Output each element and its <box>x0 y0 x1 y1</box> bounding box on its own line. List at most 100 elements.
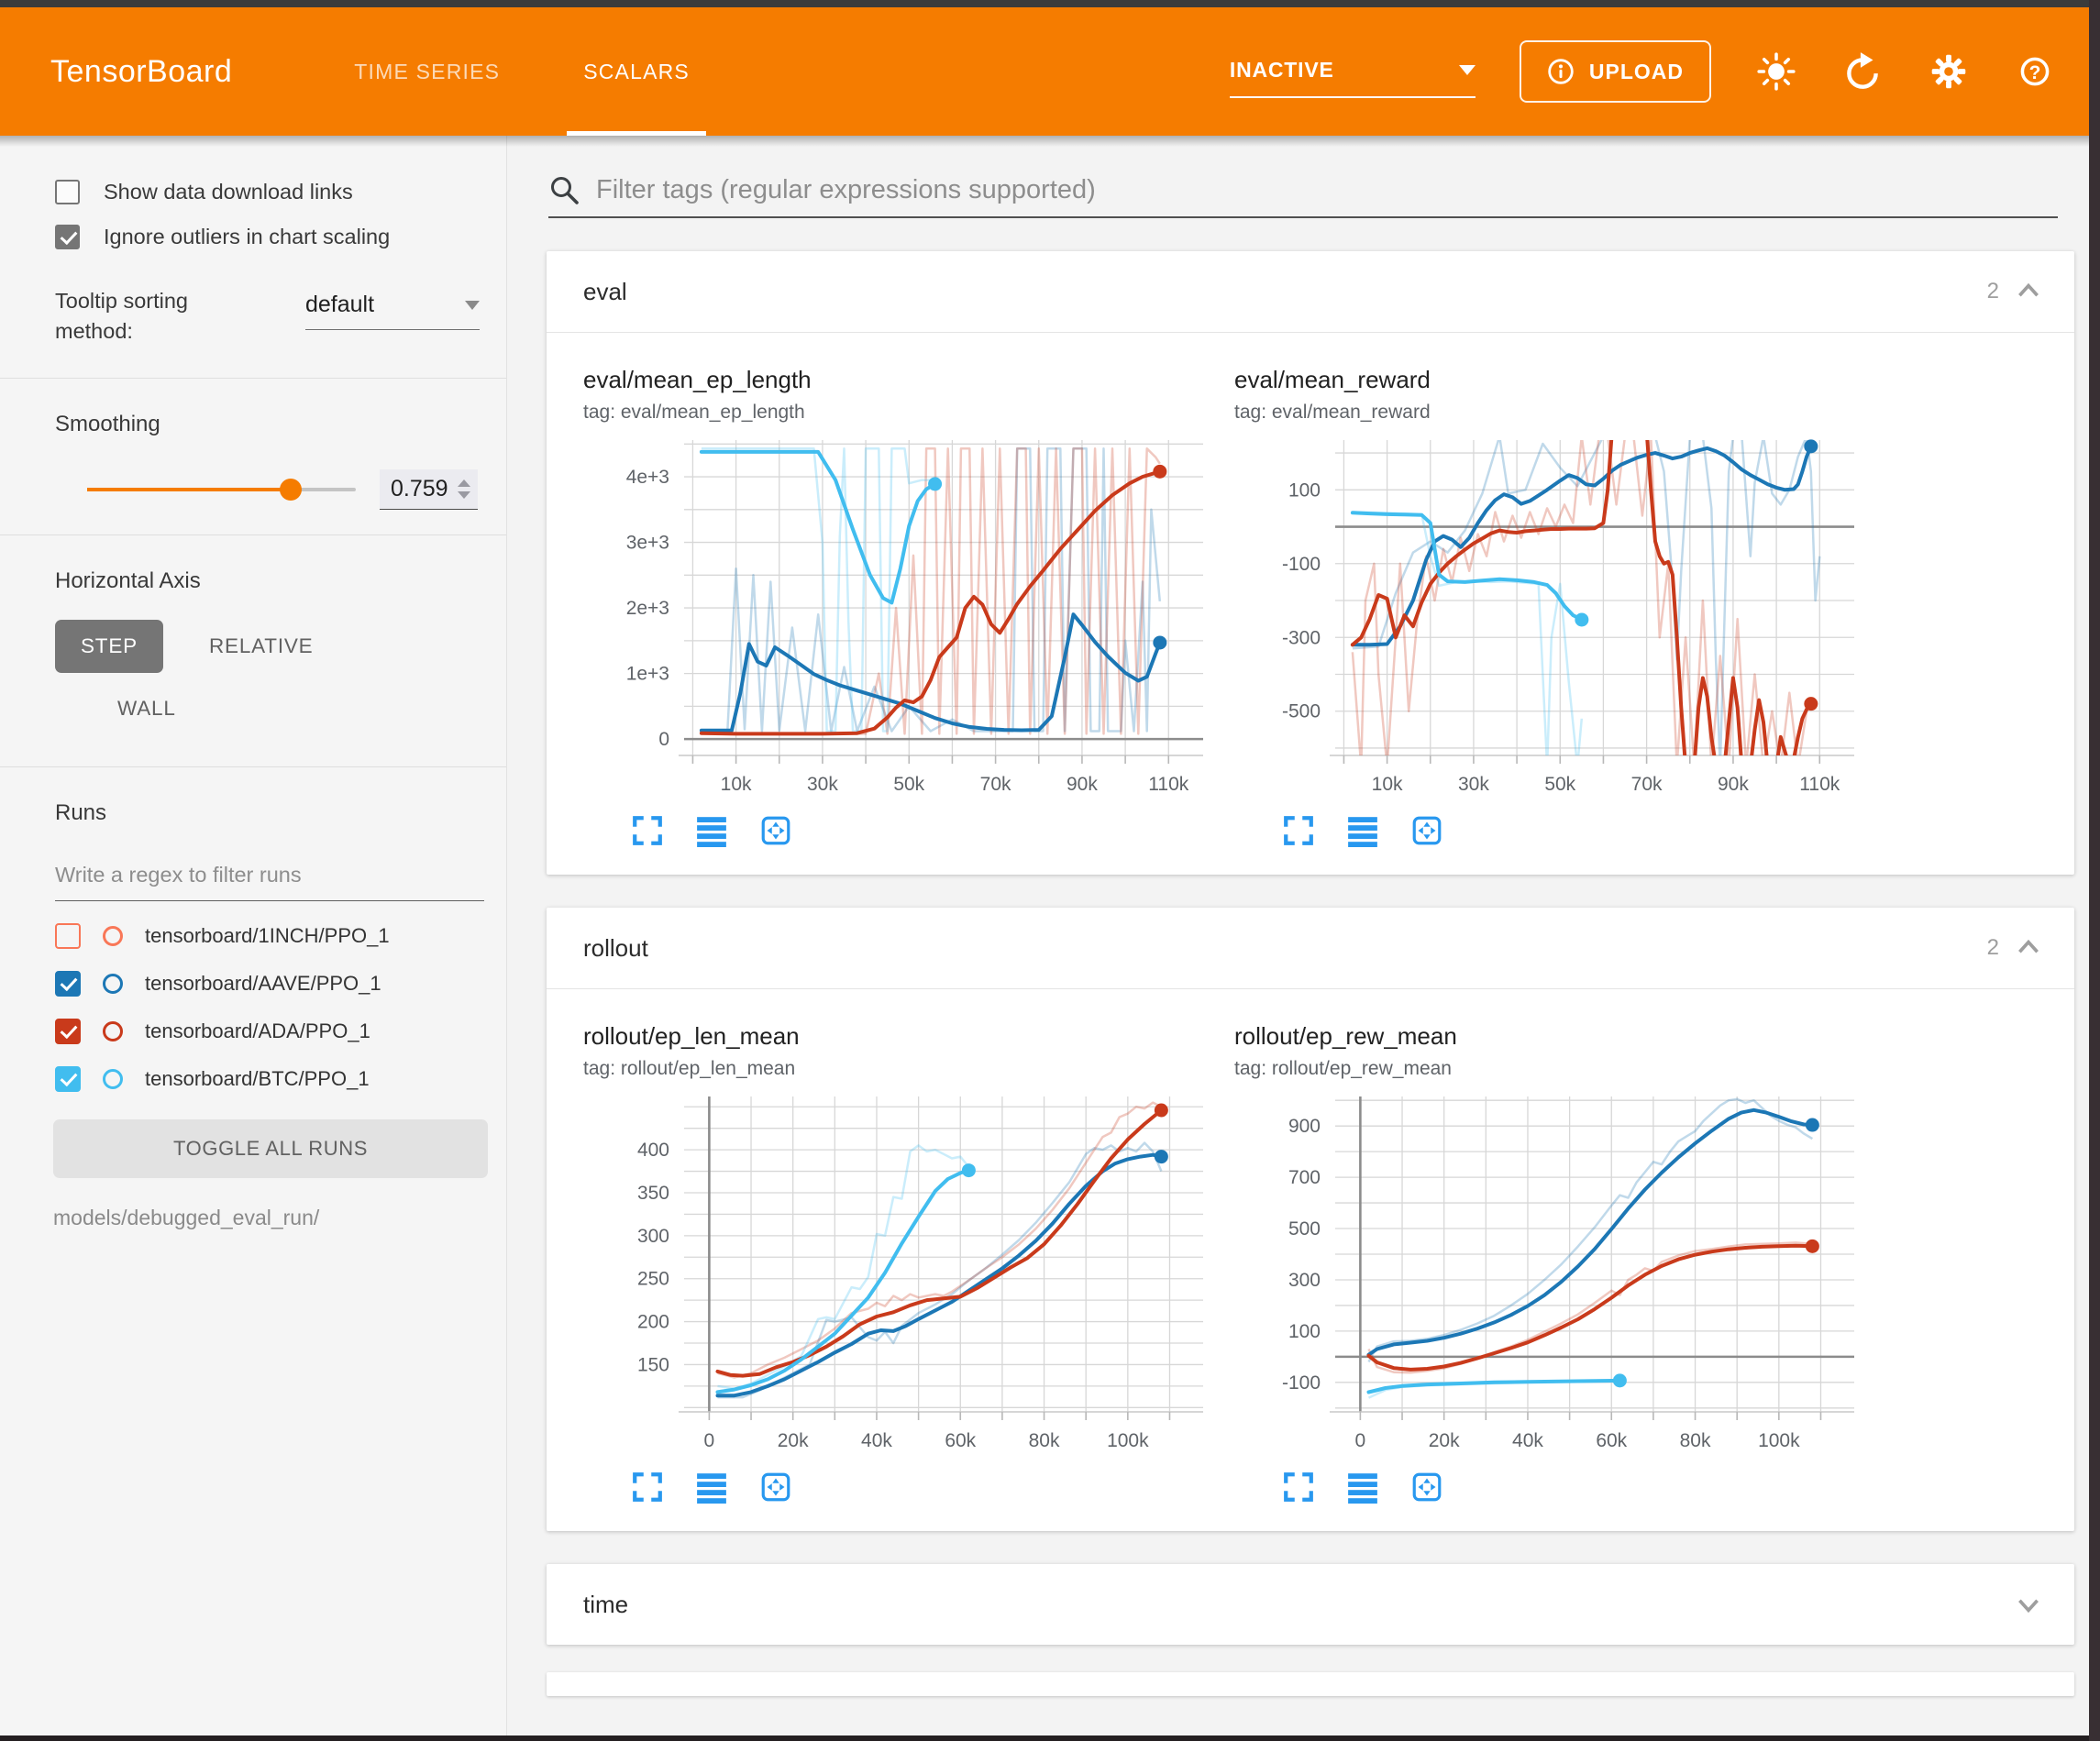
toggle-all-runs-button[interactable]: TOGGLE ALL RUNS <box>53 1118 488 1178</box>
axis-step-button[interactable]: STEP <box>55 619 163 673</box>
svg-text:50k: 50k <box>1544 774 1575 795</box>
divider <box>547 988 2074 989</box>
pan-zoom-icon[interactable] <box>1410 1471 1443 1504</box>
chart-card-ep-len-mean: rollout/ep_len_mean tag: rollout/ep_len_… <box>583 1022 1230 1531</box>
refresh-icon[interactable] <box>1841 50 1884 93</box>
slider-fill <box>87 487 291 491</box>
app-header: TensorBoard TIME SERIES SCALARS INACTIVE… <box>0 7 2100 136</box>
show-download-links-toggle[interactable]: Show data download links <box>55 180 506 204</box>
runs-label: Runs <box>55 799 107 825</box>
run-color-circle-icon[interactable] <box>103 1020 123 1041</box>
scrollbar[interactable] <box>2089 0 2100 1741</box>
run-checkbox-icon[interactable] <box>55 1065 81 1092</box>
ignore-outliers-toggle[interactable]: Ignore outliers in chart scaling <box>55 225 506 249</box>
collapse-chevron-icon[interactable] <box>2014 277 2043 306</box>
run-label: tensorboard/1INCH/PPO_1 <box>145 923 390 947</box>
chart-card-mean-ep-length: eval/mean_ep_length tag: eval/mean_ep_le… <box>583 366 1230 875</box>
tag-filter-bar <box>548 174 2058 218</box>
data-table-icon[interactable] <box>1346 1471 1379 1504</box>
help-icon[interactable]: ? <box>2014 50 2056 93</box>
svg-text:900: 900 <box>1288 1116 1321 1137</box>
settings-icon[interactable] <box>1928 50 1970 93</box>
chart-title: eval/mean_reward <box>1234 366 1431 393</box>
run-checkbox-icon[interactable] <box>55 970 81 997</box>
chart-title: rollout/ep_len_mean <box>583 1022 800 1050</box>
tooltip-sorting-value: default <box>305 292 375 317</box>
pan-zoom-icon[interactable] <box>1410 814 1443 847</box>
chart-plot[interactable]: 0 20k 40k 60k 80k 100k -100 100 300 500 700 900 <box>1234 1089 1881 1467</box>
chart-plot[interactable]: 10k 30k 50k 70k 90k 110k 0 1e+3 2e+3 3e+3 4e+3 <box>583 433 1230 810</box>
chart-plot[interactable]: 10k 30k 50k 70k 90k 110k 100 -100 -300 -500 <box>1234 433 1881 810</box>
section-title: eval <box>583 277 627 305</box>
svg-text:500: 500 <box>1288 1218 1321 1240</box>
svg-text:300: 300 <box>637 1226 669 1247</box>
pan-zoom-icon[interactable] <box>759 1471 792 1504</box>
chart-tag: tag: rollout/ep_rew_mean <box>1234 1058 1452 1079</box>
tab-scalars[interactable]: SCALARS <box>567 7 706 136</box>
svg-text:80k: 80k <box>1029 1430 1060 1451</box>
expand-chevron-icon[interactable] <box>2014 1590 2043 1619</box>
charts-row: rollout/ep_len_mean tag: rollout/ep_len_… <box>547 989 2074 1531</box>
divider <box>0 534 506 535</box>
expand-chart-icon[interactable] <box>631 1471 664 1504</box>
pan-zoom-icon[interactable] <box>759 814 792 847</box>
run-checkbox-icon[interactable] <box>55 922 81 949</box>
tab-time-series[interactable]: TIME SERIES <box>354 59 501 83</box>
run-row-1inch[interactable]: tensorboard/1INCH/PPO_1 <box>55 922 506 949</box>
stepper-icon[interactable] <box>457 479 470 499</box>
run-row-ada[interactable]: tensorboard/ADA/PPO_1 <box>55 1018 506 1044</box>
window-bottom-frame <box>0 1735 2100 1741</box>
runs-filter-input[interactable] <box>55 853 484 901</box>
run-color-circle-icon[interactable] <box>103 925 123 946</box>
status-dropdown[interactable]: INACTIVE <box>1229 58 1476 98</box>
tag-filter-input[interactable] <box>596 174 2058 205</box>
section-time-header[interactable]: time <box>547 1564 2074 1645</box>
main-content: eval 2 eval/mean_ep_length tag: eval/mea… <box>508 136 2089 1735</box>
chart-card-ep-rew-mean: rollout/ep_rew_mean tag: rollout/ep_rew_… <box>1234 1022 1881 1531</box>
svg-text:400: 400 <box>637 1140 669 1161</box>
axis-mode-buttons: STEP RELATIVE <box>55 619 506 673</box>
tooltip-sorting-select[interactable]: default <box>305 292 480 330</box>
chart-tag: tag: eval/mean_ep_length <box>583 402 805 423</box>
axis-wall-button[interactable]: WALL <box>92 682 202 735</box>
svg-text:60k: 60k <box>1596 1430 1627 1451</box>
data-table-icon[interactable] <box>695 1471 728 1504</box>
smoothing-slider[interactable] <box>87 478 356 501</box>
run-color-circle-icon[interactable] <box>103 1068 123 1089</box>
expand-chart-icon[interactable] <box>1282 814 1315 847</box>
svg-text:60k: 60k <box>945 1430 976 1451</box>
slider-thumb[interactable] <box>279 478 302 501</box>
brightness-icon[interactable] <box>1755 50 1797 93</box>
collapse-chevron-icon[interactable] <box>2014 933 2043 963</box>
upload-button[interactable]: UPLOAD <box>1519 40 1711 103</box>
section-rollout-header[interactable]: rollout 2 <box>547 908 2074 988</box>
chart-actions <box>1234 1467 1881 1531</box>
svg-text:700: 700 <box>1288 1167 1321 1188</box>
checkbox-icon[interactable] <box>55 225 80 249</box>
run-row-btc[interactable]: tensorboard/BTC/PPO_1 <box>55 1065 506 1092</box>
section-title: rollout <box>583 933 648 962</box>
run-row-aave[interactable]: tensorboard/AAVE/PPO_1 <box>55 970 506 997</box>
data-table-icon[interactable] <box>695 814 728 847</box>
svg-text:-500: -500 <box>1282 701 1321 722</box>
section-count: 2 <box>1986 279 1999 303</box>
tooltip-sorting-label: Tooltip sorting method: <box>55 289 188 343</box>
axis-relative-button[interactable]: RELATIVE <box>183 620 339 673</box>
data-table-icon[interactable] <box>1346 814 1379 847</box>
info-icon <box>1548 59 1574 84</box>
svg-text:110k: 110k <box>1148 774 1188 795</box>
smoothing-value-box[interactable]: 0.759 <box>380 468 478 510</box>
run-color-circle-icon[interactable] <box>103 973 123 994</box>
expand-chart-icon[interactable] <box>631 814 664 847</box>
run-label: tensorboard/AAVE/PPO_1 <box>145 971 381 995</box>
section-title: time <box>583 1590 629 1618</box>
run-checkbox-icon[interactable] <box>55 1018 81 1044</box>
section-eval-header[interactable]: eval 2 <box>547 251 2074 332</box>
chart-plot[interactable]: 0 20k 40k 60k 80k 100k 150 200 250 300 350 400 <box>583 1089 1230 1467</box>
app-title: TensorBoard <box>50 53 233 89</box>
expand-chart-icon[interactable] <box>1282 1471 1315 1504</box>
svg-text:70k: 70k <box>980 774 1011 795</box>
svg-text:1e+3: 1e+3 <box>626 664 669 685</box>
svg-text:300: 300 <box>1288 1270 1321 1291</box>
checkbox-icon[interactable] <box>55 180 80 204</box>
